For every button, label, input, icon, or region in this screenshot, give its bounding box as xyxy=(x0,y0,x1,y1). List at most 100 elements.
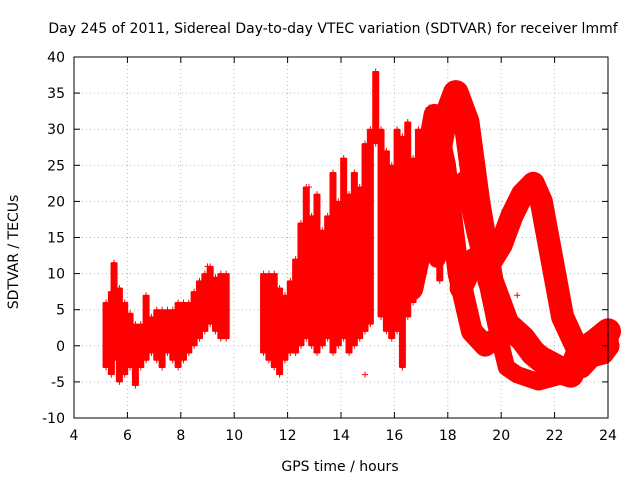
data-trace xyxy=(404,121,412,317)
data-trace xyxy=(206,266,214,325)
data-point xyxy=(292,350,299,357)
data-point xyxy=(340,155,347,162)
data-point xyxy=(399,364,406,371)
data-trace xyxy=(137,324,145,368)
data-trace xyxy=(318,230,326,346)
data-trace xyxy=(102,302,110,368)
data-point xyxy=(204,263,211,270)
data-trace xyxy=(190,291,198,346)
data-point xyxy=(297,342,304,349)
data-trace xyxy=(147,316,155,354)
data-trace xyxy=(361,143,369,332)
data-trace xyxy=(217,273,225,339)
data-band xyxy=(449,171,620,369)
data-point xyxy=(121,371,128,378)
data-point xyxy=(127,310,134,317)
data-trace xyxy=(169,309,177,361)
data-point xyxy=(372,68,379,75)
chart-title: Day 245 of 2011, Sidereal Day-to-day VTE… xyxy=(48,21,618,37)
x-axis-label: GPS time / hours xyxy=(281,459,398,475)
data-trace xyxy=(329,172,337,354)
data-trace xyxy=(334,201,342,346)
data-trace xyxy=(153,309,161,361)
data-trace xyxy=(340,158,348,339)
data-trace xyxy=(222,273,230,339)
x-tick-label: 14 xyxy=(332,428,350,444)
y-tick-label: 30 xyxy=(47,122,65,138)
data-trace xyxy=(260,273,268,354)
data-trace xyxy=(276,288,284,375)
data-point xyxy=(346,350,353,357)
data-trace xyxy=(297,223,305,346)
data-point xyxy=(362,371,369,378)
data-trace xyxy=(212,277,220,332)
data-band xyxy=(428,171,585,391)
data-trace xyxy=(393,129,401,332)
x-tick-label: 8 xyxy=(176,428,185,444)
data-point xyxy=(281,357,288,364)
x-tick-label: 10 xyxy=(225,428,243,444)
x-tick-label: 16 xyxy=(385,428,403,444)
data-point xyxy=(313,191,320,198)
data-trace xyxy=(126,313,134,368)
data-trace xyxy=(356,186,364,339)
data-trace xyxy=(195,280,203,339)
data-trace xyxy=(174,302,182,368)
data-point xyxy=(351,169,358,176)
data-trace xyxy=(372,71,380,144)
series-sdtvar xyxy=(102,68,621,391)
data-point xyxy=(329,350,336,357)
data-point xyxy=(271,270,278,277)
data-point xyxy=(143,357,150,364)
data-trace xyxy=(158,309,166,368)
data-trace xyxy=(201,273,209,332)
data-point xyxy=(319,342,326,349)
data-point xyxy=(116,285,123,292)
data-point xyxy=(180,357,187,364)
data-point xyxy=(383,147,390,154)
data-point xyxy=(335,342,342,349)
data-trace xyxy=(179,302,187,361)
data-trace xyxy=(286,280,294,354)
data-point xyxy=(514,292,521,299)
data-point xyxy=(388,335,395,342)
y-tick-label: 25 xyxy=(47,158,65,174)
data-point xyxy=(185,350,192,357)
data-point xyxy=(191,342,198,349)
axes: 4 6 8 10 12 14 16 18 20 22 24 -10 -5 0 5 10 15 20 25 30 35 40 xyxy=(42,50,617,444)
data-point xyxy=(351,342,358,349)
x-tick-label: 24 xyxy=(599,428,617,444)
data-point xyxy=(356,335,363,342)
data-point xyxy=(276,371,283,378)
data-point xyxy=(436,277,443,284)
y-tick-label: 20 xyxy=(47,194,65,210)
data-trace xyxy=(398,136,406,368)
data-trace xyxy=(121,302,129,375)
data-trace xyxy=(345,194,353,354)
plot-area xyxy=(102,68,621,391)
data-trace xyxy=(110,262,118,361)
data-point xyxy=(111,259,118,266)
x-tick-label: 12 xyxy=(279,428,297,444)
x-tick-label: 20 xyxy=(492,428,510,444)
y-tick-label: -5 xyxy=(51,375,65,391)
data-trace xyxy=(382,150,390,332)
y-tick-label: 40 xyxy=(47,50,65,66)
data-point xyxy=(394,126,401,133)
data-trace xyxy=(302,186,310,339)
data-point xyxy=(121,299,128,306)
data-trace xyxy=(281,295,289,361)
data-point xyxy=(143,292,150,299)
data-trace xyxy=(270,273,278,368)
data-trace xyxy=(313,194,321,354)
y-axis-label: SDTVAR / TECUs xyxy=(6,195,22,310)
data-trace xyxy=(115,288,123,382)
data-trace xyxy=(142,295,150,361)
x-tick-label: 22 xyxy=(546,428,564,444)
data-point xyxy=(276,285,283,292)
data-point xyxy=(313,350,320,357)
data-trace xyxy=(292,259,300,354)
data-trace xyxy=(308,215,316,346)
data-trace xyxy=(388,165,396,339)
